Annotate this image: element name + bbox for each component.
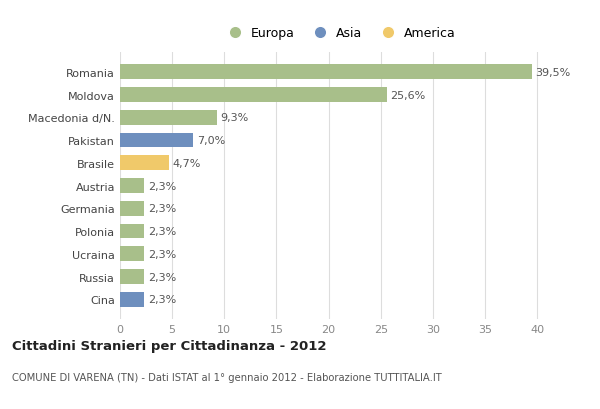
Bar (120, 156, 169, 171)
Text: 2,3%: 2,3% (148, 249, 176, 259)
Bar (120, 88, 387, 103)
Text: 2,3%: 2,3% (148, 272, 176, 282)
Bar (120, 201, 144, 216)
Bar (120, 65, 532, 80)
Bar (120, 247, 144, 261)
Text: 2,3%: 2,3% (148, 181, 176, 191)
Text: 4,7%: 4,7% (173, 158, 201, 169)
Bar (120, 179, 144, 193)
Text: 39,5%: 39,5% (536, 67, 571, 78)
Bar (120, 133, 193, 148)
Legend: Europa, Asia, America: Europa, Asia, America (217, 22, 461, 45)
Text: 25,6%: 25,6% (391, 90, 426, 100)
Bar (120, 224, 144, 239)
Text: COMUNE DI VARENA (TN) - Dati ISTAT al 1° gennaio 2012 - Elaborazione TUTTITALIA.: COMUNE DI VARENA (TN) - Dati ISTAT al 1°… (12, 372, 442, 382)
Text: 2,3%: 2,3% (148, 227, 176, 236)
Bar (120, 111, 217, 126)
Text: 9,3%: 9,3% (221, 113, 249, 123)
Bar (120, 292, 144, 307)
Text: 2,3%: 2,3% (148, 204, 176, 214)
Text: 2,3%: 2,3% (148, 294, 176, 305)
Text: Cittadini Stranieri per Cittadinanza - 2012: Cittadini Stranieri per Cittadinanza - 2… (12, 339, 326, 353)
Bar (120, 270, 144, 284)
Text: 7,0%: 7,0% (197, 136, 225, 146)
